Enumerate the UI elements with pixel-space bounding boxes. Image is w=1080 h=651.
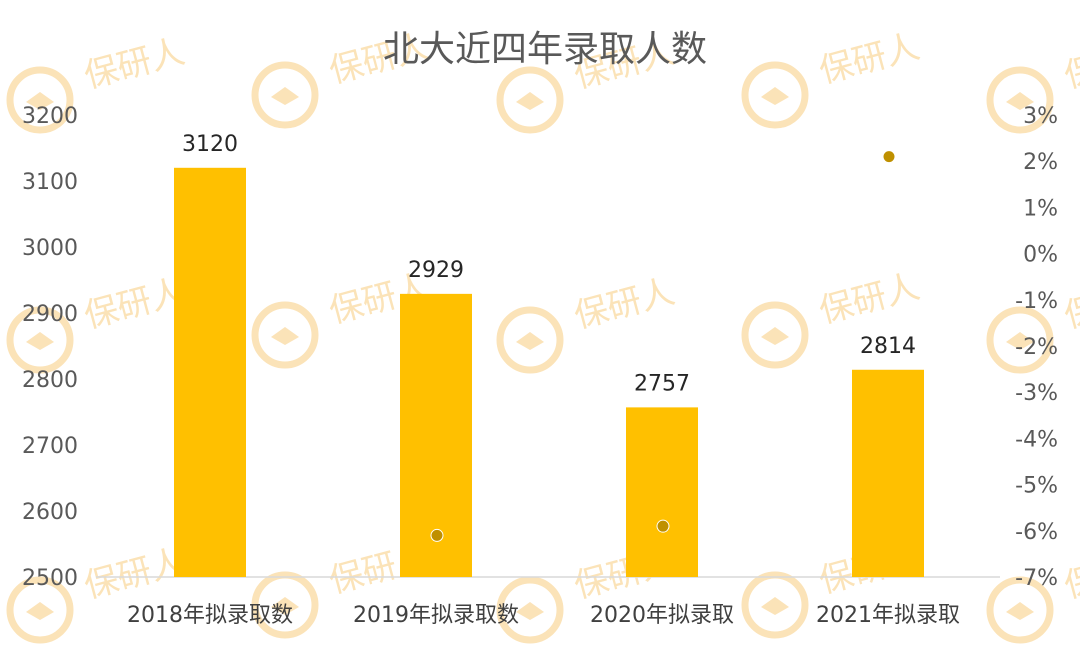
left-tick-label: 3000 xyxy=(22,236,78,261)
watermark-text: 保研人 xyxy=(570,272,679,337)
x-tick-label: 2020年拟录取 xyxy=(590,603,734,628)
watermark-text: 保研人 xyxy=(1060,272,1080,337)
right-y-axis: 3% 2% 1% 0% -1% -2% -3% -4% -5% -6% -7% xyxy=(1015,104,1058,591)
watermark-text: 保研人 xyxy=(1060,32,1080,97)
right-tick-label: -2% xyxy=(1015,335,1058,360)
left-tick-label: 2800 xyxy=(22,368,78,393)
watermark-text: 保研人 xyxy=(80,542,189,607)
data-labels: 3120 2929 2757 2814 xyxy=(182,132,916,397)
watermark-logo: 保研人 xyxy=(741,27,924,129)
watermark-logo: 保研人 xyxy=(496,272,679,374)
right-tick-label: 2% xyxy=(1023,150,1058,175)
left-y-axis: 3200 3100 3000 2900 2800 2700 2600 2500 xyxy=(22,104,78,591)
bar-data-label: 2757 xyxy=(634,371,690,396)
bar xyxy=(852,369,924,577)
left-tick-label: 2600 xyxy=(22,500,78,525)
right-tick-label: -5% xyxy=(1015,474,1058,499)
x-tick-label: 2021年拟录取 xyxy=(816,603,960,628)
x-axis-labels: 2018年拟录取数 2019年拟录取数 2020年拟录取 2021年拟录取 xyxy=(127,603,960,628)
bar xyxy=(626,407,698,577)
x-tick-label: 2019年拟录取数 xyxy=(353,603,519,628)
bar-data-label: 2814 xyxy=(860,334,916,359)
scatter-series xyxy=(430,150,896,542)
bar xyxy=(174,167,246,578)
scatter-point xyxy=(882,150,896,164)
left-tick-label: 3200 xyxy=(22,104,78,129)
right-tick-label: -4% xyxy=(1015,427,1058,452)
watermark-text: 保研人 xyxy=(815,27,924,92)
right-tick-label: 0% xyxy=(1023,243,1058,268)
bar-series xyxy=(174,167,924,578)
watermark-text: 保研人 xyxy=(1060,542,1080,607)
watermark-text: 保研人 xyxy=(815,267,924,332)
scatter-point xyxy=(430,528,444,542)
bar-data-label: 2929 xyxy=(408,258,464,283)
bar-data-label: 3120 xyxy=(182,132,238,157)
left-tick-label: 3100 xyxy=(22,170,78,195)
scatter-point xyxy=(656,519,670,533)
right-tick-label: -7% xyxy=(1015,566,1058,591)
left-tick-label: 2700 xyxy=(22,434,78,459)
left-tick-label: 2500 xyxy=(22,566,78,591)
watermark-text: 保研人 xyxy=(80,272,189,337)
left-tick-label: 2900 xyxy=(22,302,78,327)
right-tick-label: -1% xyxy=(1015,289,1058,314)
chart-title: 北大近四年录取人数 xyxy=(383,29,707,70)
right-tick-label: 3% xyxy=(1023,104,1058,129)
right-tick-label: -6% xyxy=(1015,520,1058,545)
watermark-text: 保研人 xyxy=(80,32,189,97)
x-tick-label: 2018年拟录取数 xyxy=(127,603,293,628)
right-tick-label: 1% xyxy=(1023,196,1058,221)
right-tick-label: -3% xyxy=(1015,381,1058,406)
